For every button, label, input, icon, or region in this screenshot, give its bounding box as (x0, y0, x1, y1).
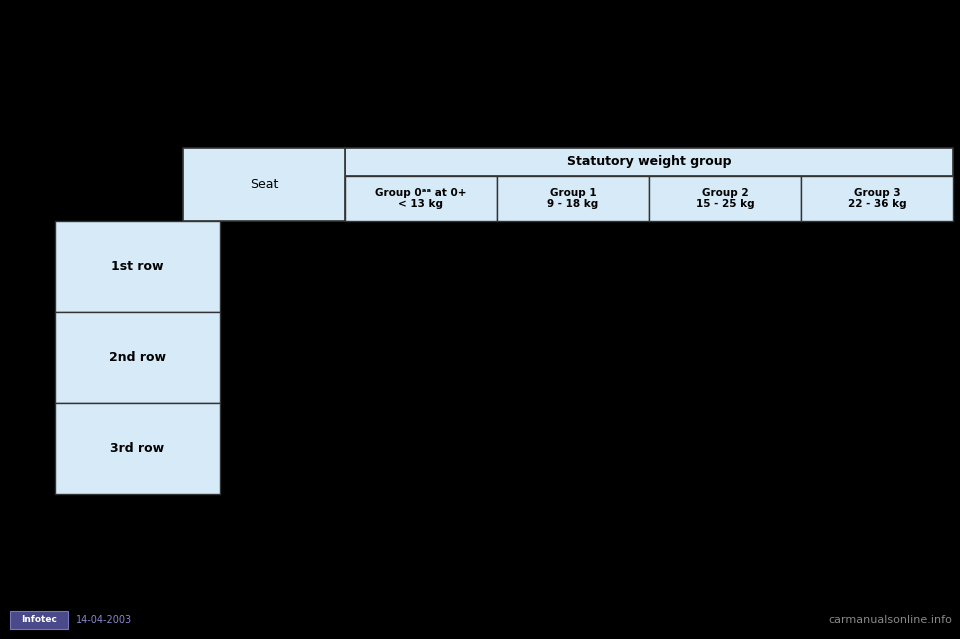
Bar (55, 312, 220, 403)
Bar (183, 148, 345, 221)
Text: Statutory weight group: Statutory weight group (566, 155, 732, 169)
Text: Group 2
15 - 25 kg: Group 2 15 - 25 kg (696, 188, 755, 210)
Text: Seat: Seat (250, 178, 278, 191)
Text: Group 0ᵃᵃ at 0+
< 13 kg: Group 0ᵃᵃ at 0+ < 13 kg (375, 188, 467, 210)
Bar (55, 221, 220, 312)
Text: Group 3
22 - 36 kg: Group 3 22 - 36 kg (848, 188, 906, 210)
Text: 1st row: 1st row (111, 260, 164, 273)
Text: 14-04-2003: 14-04-2003 (76, 615, 132, 625)
Bar (55, 403, 220, 494)
Text: 3rd row: 3rd row (110, 442, 164, 455)
Text: carmanualsonline.info: carmanualsonline.info (828, 615, 952, 625)
Bar (649, 176, 801, 221)
Bar (345, 176, 497, 221)
Bar (10, 611, 68, 629)
Bar (345, 148, 953, 176)
Text: 2nd row: 2nd row (109, 351, 166, 364)
Bar (497, 176, 649, 221)
Text: Infotec: Infotec (21, 615, 57, 624)
Bar (801, 176, 953, 221)
Text: Group 1
9 - 18 kg: Group 1 9 - 18 kg (547, 188, 599, 210)
